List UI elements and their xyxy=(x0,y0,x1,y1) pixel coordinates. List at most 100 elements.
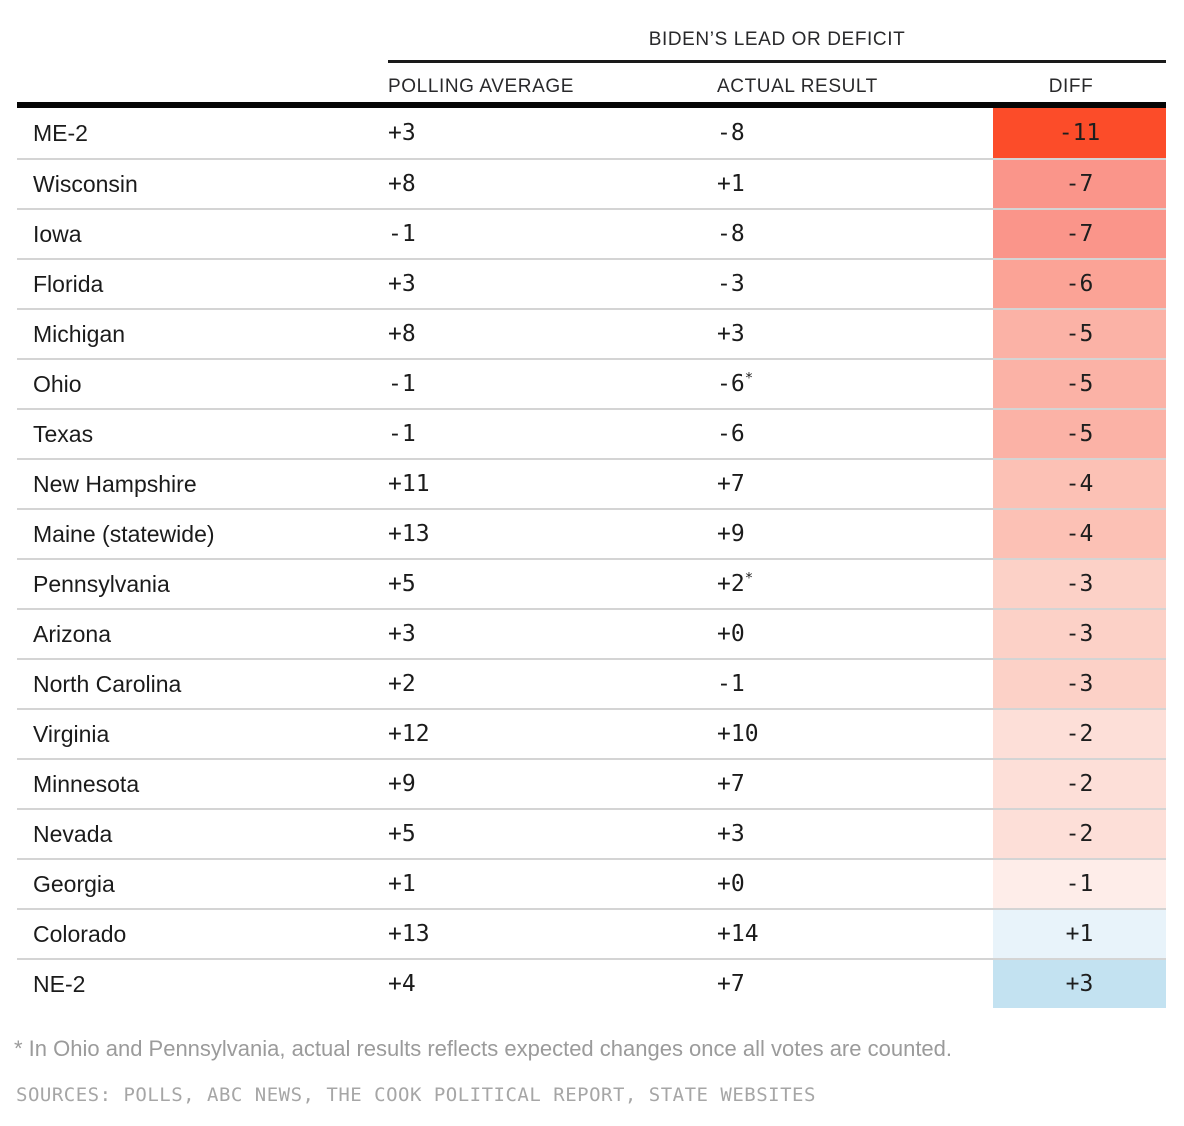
polling-average-value: -1 xyxy=(388,421,416,447)
diff-value: +3 xyxy=(1065,971,1094,997)
diff-value: -2 xyxy=(1065,721,1094,747)
actual-result-cell: +7 xyxy=(717,471,993,497)
diff-value: -7 xyxy=(1065,221,1094,247)
polling-average-value: +13 xyxy=(388,921,430,947)
actual-result-cell: +3 xyxy=(717,821,993,847)
diff-value: -5 xyxy=(1065,321,1094,347)
diff-value: -4 xyxy=(1065,471,1094,497)
actual-result-cell: +14 xyxy=(717,921,993,947)
diff-value: -3 xyxy=(1065,621,1094,647)
actual-result-cell: +10 xyxy=(717,721,993,747)
actual-result-cell: +3 xyxy=(717,321,993,347)
diff-cell: -3 xyxy=(993,560,1166,608)
actual-result-cell: +2* xyxy=(717,571,993,597)
actual-result-value: -8 xyxy=(717,120,745,146)
diff-cell: +3 xyxy=(993,960,1166,1008)
diff-cell: -7 xyxy=(993,210,1166,258)
state-name: Colorado xyxy=(33,920,127,947)
actual-result-value: -1 xyxy=(717,671,745,697)
diff-value: -2 xyxy=(1065,771,1094,797)
column-header-polling-average: POLLING AVERAGE xyxy=(388,76,575,97)
diff-cell: -5 xyxy=(993,360,1166,408)
table-row: Arizona +3 +0 -3 xyxy=(17,608,1166,658)
footnote: * In Ohio and Pennsylvania, actual resul… xyxy=(14,1036,953,1061)
diff-value: -5 xyxy=(1065,421,1094,447)
table-row: Wisconsin +8 +1 -7 xyxy=(17,158,1166,208)
actual-result-value: -8 xyxy=(717,221,745,247)
polling-average-value: -1 xyxy=(388,371,416,397)
actual-result-cell: -8 xyxy=(717,120,993,146)
actual-result-value: +7 xyxy=(717,771,745,797)
polling-average-value: +8 xyxy=(388,321,416,347)
actual-result-cell: -6* xyxy=(717,371,993,397)
polling-average-value: +2 xyxy=(388,671,416,697)
table-spanner-title: BIDEN’S LEAD OR DEFICIT xyxy=(648,29,906,50)
column-header-actual-result: ACTUAL RESULT xyxy=(717,76,878,97)
actual-result-cell: +7 xyxy=(717,971,993,997)
table-row: North Carolina +2 -1 -3 xyxy=(17,658,1166,708)
diff-cell: -2 xyxy=(993,760,1166,808)
actual-result-value: +7 xyxy=(717,471,745,497)
diff-value: -2 xyxy=(1065,821,1094,847)
polling-average-value: +1 xyxy=(388,871,416,897)
diff-cell: -2 xyxy=(993,710,1166,758)
state-name: Minnesota xyxy=(33,770,140,797)
actual-result-value: +10 xyxy=(717,721,759,747)
column-header-diff: DIFF xyxy=(1048,76,1094,97)
actual-result-value: +9 xyxy=(717,521,745,547)
diff-value: -1 xyxy=(1065,871,1094,897)
table-row: Virginia +12 +10 -2 xyxy=(17,708,1166,758)
diff-value: -5 xyxy=(1065,371,1094,397)
diff-cell: -6 xyxy=(993,260,1166,308)
actual-result-cell: +9 xyxy=(717,521,993,547)
sources-line: SOURCES: POLLS, ABC NEWS, THE COOK POLIT… xyxy=(16,1084,816,1106)
state-name: ME-2 xyxy=(33,119,88,146)
diff-cell: -4 xyxy=(993,510,1166,558)
state-name: Ohio xyxy=(33,370,82,397)
table-row: Minnesota +9 +7 -2 xyxy=(17,758,1166,808)
polling-average-value: +3 xyxy=(388,120,416,146)
polling-average-value: +12 xyxy=(388,721,430,747)
diff-value: -3 xyxy=(1065,671,1094,697)
actual-result-value: +14 xyxy=(717,921,759,947)
header-divider-rule xyxy=(17,102,1166,108)
diff-cell: -4 xyxy=(993,460,1166,508)
actual-result-asterisk: * xyxy=(744,570,754,587)
diff-value: -11 xyxy=(1058,120,1101,146)
polling-average-value: +3 xyxy=(388,621,416,647)
actual-result-cell: -1 xyxy=(717,671,993,697)
actual-result-asterisk: * xyxy=(744,370,754,387)
state-name: Iowa xyxy=(33,220,82,247)
diff-value: -7 xyxy=(1065,171,1094,197)
state-name: Texas xyxy=(33,420,94,447)
table-row: Iowa -1 -8 -7 xyxy=(17,208,1166,258)
polling-average-value: +9 xyxy=(388,771,416,797)
polling-average-value: +3 xyxy=(388,271,416,297)
diff-value: -4 xyxy=(1065,521,1094,547)
actual-result-value: +3 xyxy=(717,821,745,847)
diff-value: +1 xyxy=(1065,921,1094,947)
state-name: Maine (statewide) xyxy=(33,520,215,547)
table-row: New Hampshire +11 +7 -4 xyxy=(17,458,1166,508)
table-row: ME-2 +3 -8 -11 xyxy=(17,108,1166,158)
polling-average-value: -1 xyxy=(388,221,416,247)
actual-result-value: +7 xyxy=(717,971,745,997)
actual-result-value: +0 xyxy=(717,621,745,647)
table-row: Ohio -1 -6* -5 xyxy=(17,358,1166,408)
state-name: New Hampshire xyxy=(33,470,197,497)
diff-cell: -3 xyxy=(993,610,1166,658)
polling-average-value: +13 xyxy=(388,521,430,547)
table-row: Maine (statewide) +13 +9 -4 xyxy=(17,508,1166,558)
actual-result-value: +2 xyxy=(717,571,745,597)
table-row: Michigan +8 +3 -5 xyxy=(17,308,1166,358)
state-name: Virginia xyxy=(33,720,110,747)
polling-average-value: +11 xyxy=(388,471,430,497)
state-name: Michigan xyxy=(33,320,126,347)
table-row: NE-2 +4 +7 +3 xyxy=(17,958,1166,1008)
diff-cell: -1 xyxy=(993,860,1166,908)
table-row: Florida +3 -3 -6 xyxy=(17,258,1166,308)
diff-cell: -3 xyxy=(993,660,1166,708)
actual-result-value: -6 xyxy=(717,371,745,397)
actual-result-value: -6 xyxy=(717,421,745,447)
polling-average-value: +5 xyxy=(388,821,416,847)
